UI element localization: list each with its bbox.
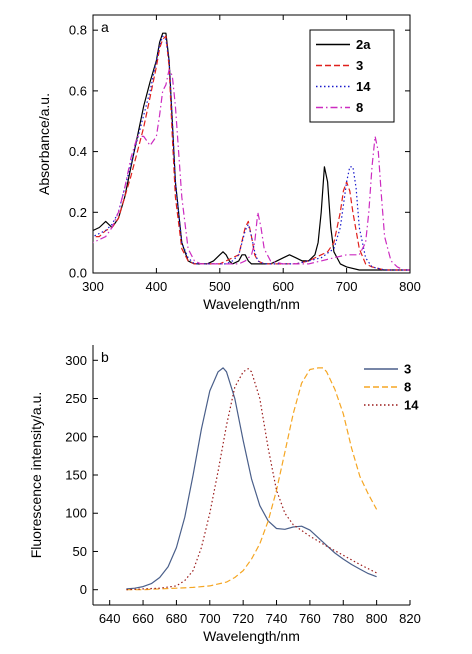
y-tick-label: 250	[65, 391, 87, 406]
absorbance-chart: 300 400 500 600 700 800 0.0 0.2 0.4 0.6 0.8 a Wave…	[36, 14, 421, 312]
x-tick-label: 780	[332, 611, 354, 626]
y-tick-label: 200	[65, 429, 87, 444]
x-tick-label: 600	[272, 279, 294, 294]
y-tick-label: 0.4	[69, 144, 87, 159]
legend-b: 3 8 14	[364, 362, 419, 413]
x-tick-label: 660	[132, 611, 154, 626]
series-group-a	[93, 32, 410, 271]
x-tick-label: 680	[166, 611, 188, 626]
x-tick-label: 760	[299, 611, 321, 626]
series-line-3	[126, 367, 377, 590]
y-tick-label: 0	[80, 582, 87, 597]
x-tick-label: 800	[366, 611, 388, 626]
y-axis-title-a: Absorbance/a.u.	[36, 93, 52, 195]
panel-label-a: a	[101, 19, 109, 35]
x-tick-label: 700	[336, 279, 358, 294]
x-axis-title-a: Wavelength/nm	[203, 296, 300, 312]
legend-a: 2a 3 14 8	[309, 29, 395, 123]
axes-a: 300 400 500 600 700 800 0.0 0.2 0.4 0.6 0.8	[69, 15, 421, 294]
plot-area-b	[93, 345, 410, 605]
x-tick-label: 640	[99, 611, 121, 626]
x-tick-label: 400	[146, 279, 168, 294]
y-tick-label: 0.8	[69, 23, 87, 38]
axes-b: 640 660 680 700 720 740 760 780 800 8200501001502…	[65, 345, 421, 626]
x-tick-label: 800	[399, 279, 421, 294]
x-tick-label: 740	[266, 611, 288, 626]
y-tick-label: 150	[65, 468, 87, 483]
y-tick-label: 0.2	[69, 205, 87, 220]
legend-label-14: 14	[356, 79, 371, 94]
y-tick-label: 50	[73, 544, 87, 559]
x-tick-label: 820	[399, 611, 421, 626]
x-axis-title-b: Wavelength/nm	[203, 628, 300, 644]
series-group-b	[126, 367, 378, 591]
x-tick-label: 300	[82, 279, 104, 294]
x-tick-label: 500	[209, 279, 231, 294]
y-tick-label: 0.6	[69, 83, 87, 98]
series-line-14	[126, 368, 377, 591]
series-line-8	[93, 68, 410, 271]
legend-label-14: 14	[404, 398, 419, 413]
y-tick-label: 300	[65, 353, 87, 368]
legend-label-3: 3	[356, 58, 363, 73]
series-line-8	[126, 367, 378, 591]
y-tick-label: 0.0	[69, 266, 87, 281]
y-tick-label: 100	[65, 506, 87, 521]
y-axis-title-b: Fluorescence intensity/a.u.	[28, 392, 44, 559]
x-tick-label: 700	[199, 611, 221, 626]
legend-label-8: 8	[404, 380, 411, 395]
panel-label-b: b	[101, 349, 109, 365]
series-line-3	[93, 35, 410, 271]
fluorescence-chart: 640 660 680 700 720 740 760 780 800 8200501001502…	[28, 345, 421, 644]
legend-label-3: 3	[404, 362, 411, 377]
x-tick-label: 720	[232, 611, 254, 626]
legend-box	[309, 29, 395, 123]
legend-label-8: 8	[356, 100, 363, 115]
plot-area-a	[92, 14, 411, 274]
legend-label-2a: 2a	[356, 37, 371, 52]
